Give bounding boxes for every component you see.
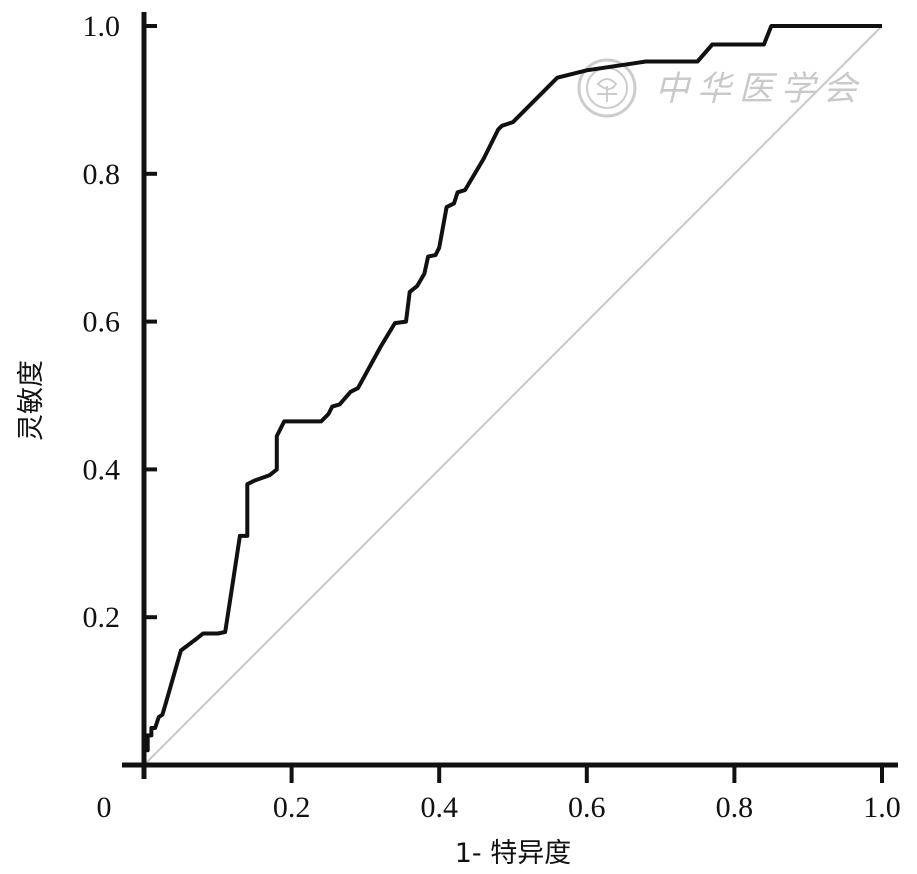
reference-diagonal-line <box>143 25 883 766</box>
x-tick-label: 0.4 <box>420 791 458 824</box>
y-tick-label: 0.8 <box>83 158 121 191</box>
y-axis-title: 灵敏度 <box>16 360 47 441</box>
x-ticks: 0.2 0.4 0.6 0.8 1.0 <box>273 765 901 824</box>
origin-label: 0 <box>97 791 112 824</box>
roc-curve-line <box>142 24 882 765</box>
y-tick-label: 0.6 <box>83 306 121 339</box>
x-axis-title: 1- 特异度 <box>455 838 572 869</box>
y-tick-label: 0.4 <box>83 453 121 486</box>
x-axis: 0.2 0.4 0.6 0.8 1.0 <box>122 762 901 824</box>
x-tick-label: 0.8 <box>716 791 754 824</box>
y-axis: 0.2 0.4 0.6 0.8 1.0 <box>83 10 157 779</box>
y-ticks: 0.2 0.4 0.6 0.8 1.0 <box>83 10 157 634</box>
x-tick-label: 0.2 <box>273 791 311 824</box>
y-tick-label: 1.0 <box>83 10 121 43</box>
x-tick-label: 1.0 <box>863 791 901 824</box>
watermark-text: 中华医学会 <box>655 69 865 109</box>
y-tick-label: 0.2 <box>83 601 121 634</box>
watermark: 中华医学会 <box>577 58 865 118</box>
x-tick-label: 0.6 <box>568 791 606 824</box>
